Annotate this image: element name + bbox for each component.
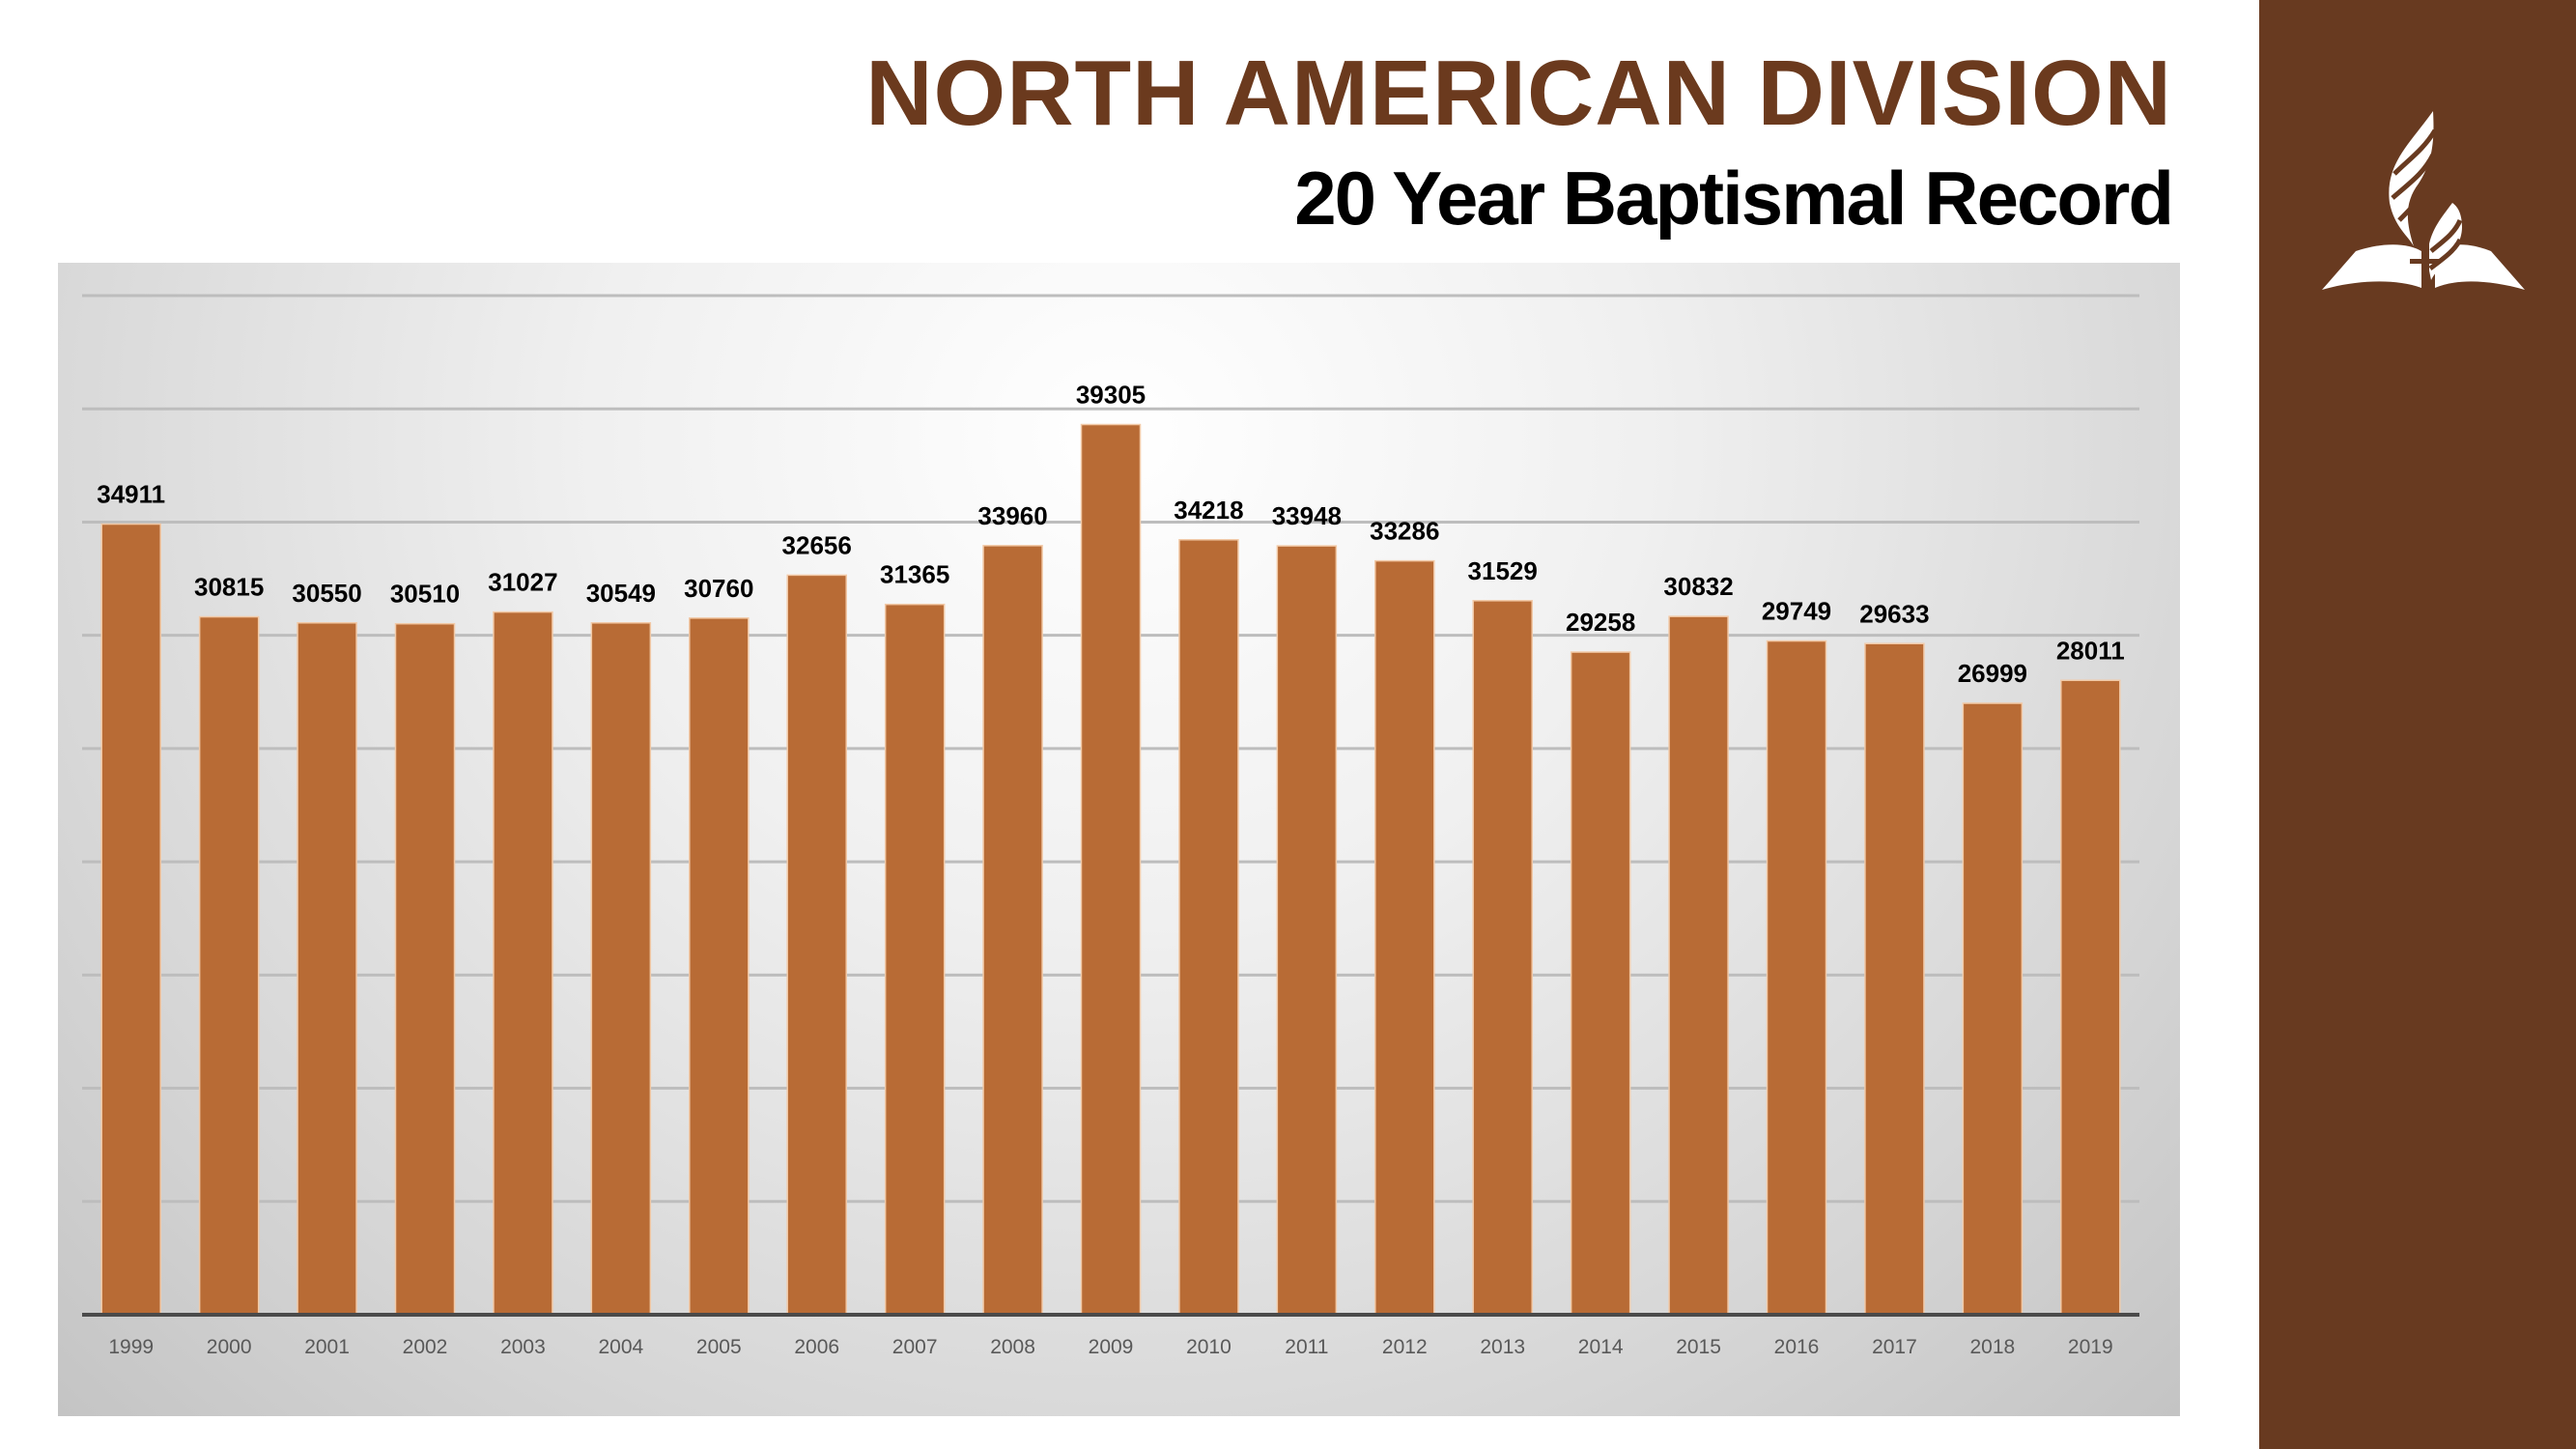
bar-2018 xyxy=(1962,702,2024,1316)
data-label-2003: 31027 xyxy=(488,568,557,597)
bar-2013 xyxy=(1472,600,1533,1316)
x-tick-label-2014: 2014 xyxy=(1578,1336,1624,1358)
data-label-2015: 30832 xyxy=(1663,572,1733,601)
bar-2017 xyxy=(1864,642,1925,1316)
bar-chart: 34911 1999 30815 2000 30550 2001 30510 2002 3102… xyxy=(82,294,2139,1358)
bar-2000 xyxy=(198,615,260,1316)
x-tick-label-2008: 2008 xyxy=(990,1336,1035,1358)
data-label-2002: 30510 xyxy=(390,580,460,609)
x-tick-label-2002: 2002 xyxy=(403,1336,448,1358)
data-label-2004: 30549 xyxy=(586,579,656,608)
x-tick-label-1999: 1999 xyxy=(108,1336,154,1358)
bar-2008 xyxy=(982,545,1043,1316)
x-tick-label-2016: 2016 xyxy=(1774,1336,1820,1358)
bar-2012 xyxy=(1374,559,1435,1316)
data-label-2010: 34218 xyxy=(1174,496,1243,525)
data-label-2000: 30815 xyxy=(194,573,264,602)
x-tick-label-2000: 2000 xyxy=(207,1336,252,1358)
bar-2009 xyxy=(1080,423,1142,1316)
x-tick-label-2010: 2010 xyxy=(1186,1336,1231,1358)
data-label-1999: 34911 xyxy=(97,480,165,509)
x-tick-label-2001: 2001 xyxy=(304,1336,350,1358)
chart-area: 34911 1999 30815 2000 30550 2001 30510 2002 3102… xyxy=(58,263,2180,1416)
x-tick-label-2007: 2007 xyxy=(892,1336,938,1358)
x-tick-label-2011: 2011 xyxy=(1285,1336,1328,1358)
bar-2014 xyxy=(1570,651,1631,1316)
x-tick-label-2013: 2013 xyxy=(1480,1336,1525,1358)
bar-2005 xyxy=(689,617,750,1316)
data-label-2016: 29749 xyxy=(1762,597,1831,626)
bar-2011 xyxy=(1276,545,1338,1316)
x-tick-label-2005: 2005 xyxy=(696,1336,742,1358)
data-label-2017: 29633 xyxy=(1859,599,1929,628)
bar-1999 xyxy=(100,523,161,1316)
bar-2016 xyxy=(1766,639,1827,1316)
data-label-2006: 32656 xyxy=(782,530,852,559)
x-tick-label-2019: 2019 xyxy=(2068,1336,2113,1358)
bar-2001 xyxy=(297,622,357,1316)
data-label-2013: 31529 xyxy=(1468,556,1538,585)
x-tick-label-2006: 2006 xyxy=(794,1336,839,1358)
page-title: NORTH AMERICAN DIVISION xyxy=(865,42,2172,145)
bar-2019 xyxy=(2060,679,2121,1316)
data-label-2011: 33948 xyxy=(1272,501,1342,530)
x-tick-label-2009: 2009 xyxy=(1089,1336,1134,1358)
bar-2006 xyxy=(786,574,847,1316)
bar-2003 xyxy=(493,611,553,1316)
data-label-2001: 30550 xyxy=(292,579,361,608)
adventist-logo-icon xyxy=(2322,111,2525,295)
x-tick-label-2018: 2018 xyxy=(1969,1336,2015,1358)
page-subtitle: 20 Year Baptismal Record xyxy=(1294,156,2174,241)
bar-2002 xyxy=(394,622,456,1316)
data-label-2007: 31365 xyxy=(880,560,949,589)
x-tick-label-2012: 2012 xyxy=(1382,1336,1428,1358)
sidebar xyxy=(2259,0,2576,1449)
x-tick-label-2017: 2017 xyxy=(1872,1336,1917,1358)
data-label-2014: 29258 xyxy=(1566,608,1635,637)
data-label-2008: 33960 xyxy=(977,501,1047,530)
data-label-2012: 33286 xyxy=(1370,517,1439,546)
data-label-2019: 28011 xyxy=(2056,636,2125,665)
data-label-2009: 39305 xyxy=(1076,381,1146,410)
bar-2010 xyxy=(1178,539,1239,1316)
data-label-2018: 26999 xyxy=(1958,659,2027,688)
bar-2004 xyxy=(590,622,652,1316)
data-label-2005: 30760 xyxy=(684,574,753,603)
bar-2007 xyxy=(884,603,946,1316)
x-tick-label-2003: 2003 xyxy=(500,1336,546,1358)
bar-2015 xyxy=(1668,615,1729,1316)
x-tick-label-2004: 2004 xyxy=(598,1336,643,1358)
x-tick-label-2015: 2015 xyxy=(1676,1336,1721,1358)
